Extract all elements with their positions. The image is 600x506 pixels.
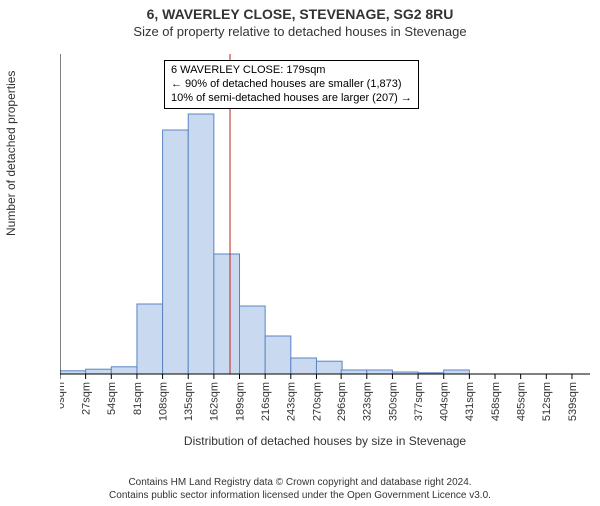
svg-text:458sqm: 458sqm [490, 382, 502, 421]
svg-text:404sqm: 404sqm [439, 382, 451, 421]
svg-text:243sqm: 243sqm [286, 382, 298, 421]
svg-text:0sqm: 0sqm [60, 382, 67, 409]
page-subtitle: Size of property relative to detached ho… [0, 24, 600, 39]
svg-text:350sqm: 350sqm [387, 382, 399, 421]
svg-text:485sqm: 485sqm [516, 382, 528, 421]
svg-text:189sqm: 189sqm [234, 382, 246, 421]
annotation-line2: ← 90% of detached houses are smaller (1,… [171, 78, 412, 92]
svg-text:81sqm: 81sqm [132, 382, 144, 415]
footnote-line1: Contains HM Land Registry data © Crown c… [0, 477, 600, 490]
svg-text:431sqm: 431sqm [464, 382, 476, 421]
footnote: Contains HM Land Registry data © Crown c… [0, 477, 600, 502]
svg-text:377sqm: 377sqm [413, 382, 425, 421]
svg-text:216sqm: 216sqm [260, 382, 272, 421]
svg-text:323sqm: 323sqm [362, 382, 374, 421]
svg-text:162sqm: 162sqm [209, 382, 221, 421]
footnote-line2: Contains public sector information licen… [0, 490, 600, 503]
x-axis-label: Distribution of detached houses by size … [60, 434, 590, 448]
annotation-line3: 10% of semi-detached houses are larger (… [171, 92, 412, 106]
svg-text:296sqm: 296sqm [336, 382, 348, 421]
svg-text:54sqm: 54sqm [106, 382, 118, 415]
svg-text:108sqm: 108sqm [157, 382, 169, 421]
chart-svg: 01002003004005006007008000sqm27sqm54sqm8… [60, 54, 590, 434]
svg-text:270sqm: 270sqm [311, 382, 323, 421]
svg-text:135sqm: 135sqm [183, 382, 195, 421]
svg-text:512sqm: 512sqm [541, 382, 553, 421]
svg-text:539sqm: 539sqm [567, 382, 579, 421]
annotation-line1: 6 WAVERLEY CLOSE: 179sqm [171, 64, 412, 78]
chart-area: 01002003004005006007008000sqm27sqm54sqm8… [60, 54, 590, 434]
svg-text:27sqm: 27sqm [80, 382, 92, 415]
y-axis-label: Number of detached properties [4, 71, 18, 236]
page-title: 6, WAVERLEY CLOSE, STEVENAGE, SG2 8RU [0, 6, 600, 22]
annotation-box: 6 WAVERLEY CLOSE: 179sqm ← 90% of detach… [164, 60, 419, 109]
